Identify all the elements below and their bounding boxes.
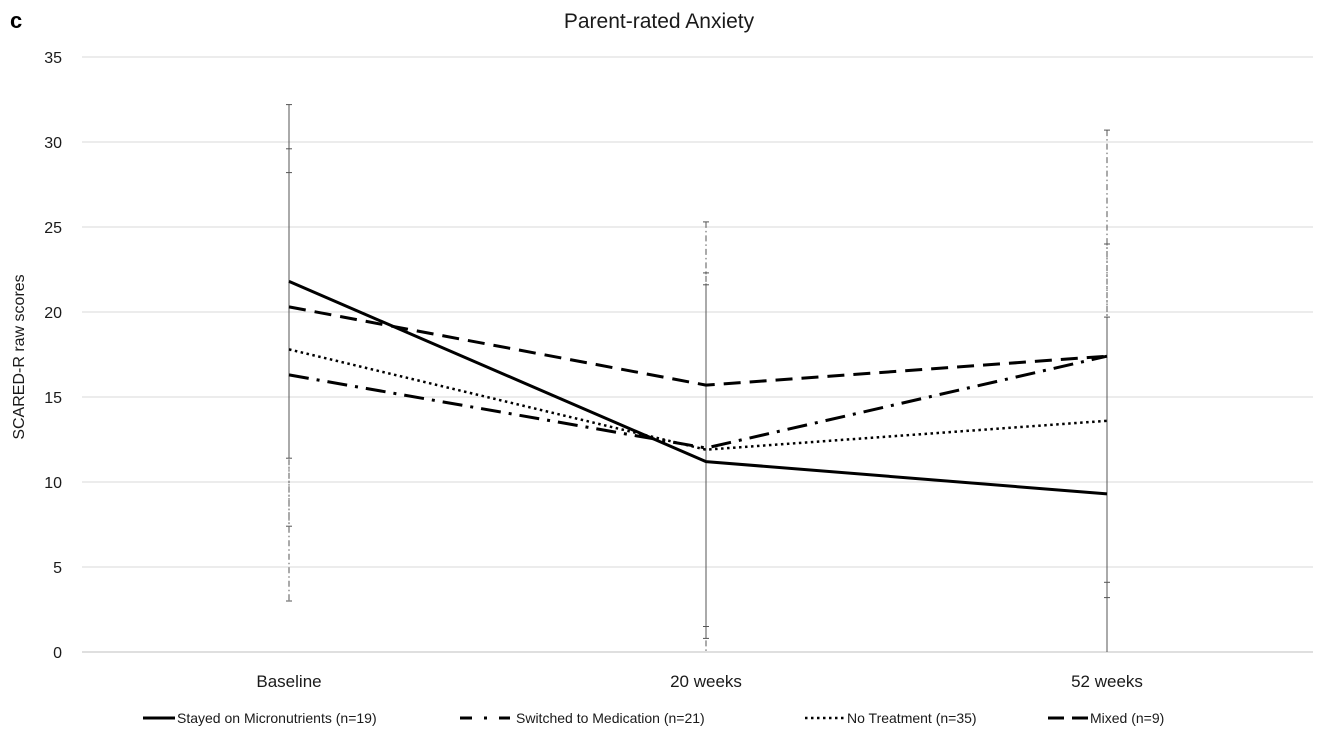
legend-label: Switched to Medication (n=21) [516,710,705,726]
chart-title: Parent-rated Anxiety [564,10,755,33]
x-tick-label: 52 weeks [1071,672,1143,691]
legend-label: Stayed on Micronutrients (n=19) [177,710,377,726]
x-tick-label: Baseline [256,672,321,691]
y-tick-label: 10 [44,475,62,492]
series-line [288,280,1108,496]
series-line [288,348,1108,451]
legend-label: No Treatment (n=35) [847,710,977,726]
gridlines [82,56,1313,653]
x-tick-labels: Baseline 20 weeks 52 weeks [256,672,1143,691]
y-axis-title: SCARED-R raw scores [11,274,28,439]
series-line [288,354,1108,450]
series-line [288,305,1108,387]
y-tick-label: 5 [53,560,62,577]
y-tick-label: 35 [44,50,62,67]
error-bars [286,104,1110,652]
legend: Stayed on Micronutrients (n=19) Switched … [143,710,1164,726]
y-tick-label: 0 [53,645,62,662]
y-tick-label: 20 [44,305,62,322]
y-tick-label: 25 [44,220,62,237]
legend-label: Mixed (n=9) [1090,710,1164,726]
panel-letter: c [10,8,22,33]
y-tick-label: 30 [44,135,62,152]
series-lines [288,280,1108,496]
y-tick-label: 15 [44,390,62,407]
y-tick-labels: 0 5 10 15 20 25 30 35 [44,50,62,662]
x-tick-label: 20 weeks [670,672,742,691]
